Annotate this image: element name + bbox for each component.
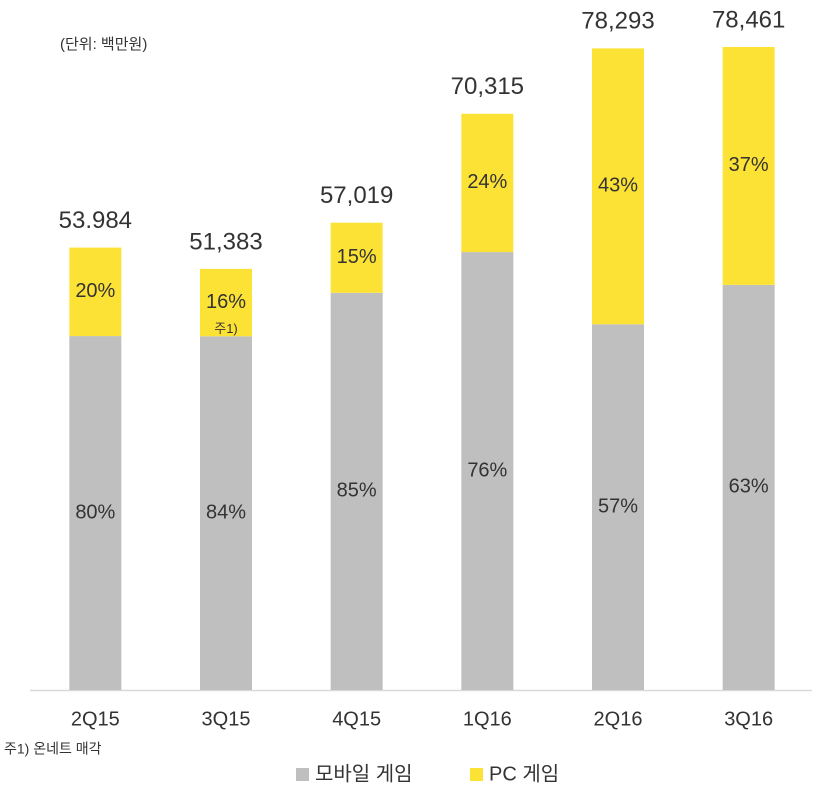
x-tick-label: 3Q15 [202, 708, 251, 730]
segment-label: 37% [729, 154, 769, 176]
total-label: 70,315 [451, 73, 524, 100]
legend-swatch [470, 768, 483, 781]
segment-label: 16% [206, 291, 246, 313]
bar-segment [722, 284, 775, 690]
total-label: 57,019 [320, 182, 393, 209]
segment-label: 80% [75, 501, 115, 523]
segment-label: 57% [598, 495, 638, 517]
bar-segment [722, 47, 775, 285]
segment-label: 76% [467, 459, 507, 481]
bar-segment [69, 247, 122, 337]
segment-label: 20% [75, 280, 115, 302]
footnote: 주1) 온네트 매각 [4, 741, 102, 757]
legend-label: PC 게임 [489, 762, 559, 785]
segment-label: 15% [337, 246, 377, 268]
bar-segment [461, 252, 514, 690]
x-tick-label: 2Q15 [71, 708, 120, 730]
bar-segment [69, 336, 122, 690]
x-tick-label: 3Q16 [724, 708, 773, 730]
segment-label: 43% [598, 175, 638, 197]
bar-segment [592, 324, 644, 690]
x-tick-label: 1Q16 [463, 708, 512, 730]
bar-segment [461, 113, 514, 253]
unit-label: (단위: 백만원) [60, 36, 147, 53]
total-label: 51,383 [189, 228, 262, 255]
bar-segment [330, 292, 383, 690]
legend-swatch [296, 768, 309, 781]
segment-label: 84% [206, 501, 246, 523]
bar-segment [200, 336, 252, 690]
segment-label: 24% [467, 171, 507, 193]
bar-segment [592, 48, 644, 325]
annotation: 주1) [214, 321, 238, 336]
segment-label: 85% [337, 480, 377, 502]
x-tick-label: 2Q16 [594, 708, 643, 730]
bar-segment [330, 222, 383, 293]
legend-label: 모바일 게임 [315, 762, 413, 785]
x-tick-label: 4Q15 [332, 708, 381, 730]
total-label: 53.984 [59, 207, 132, 234]
total-label: 78,461 [712, 6, 785, 33]
total-label: 78,293 [581, 8, 654, 35]
segment-label: 63% [729, 476, 769, 498]
bar-segment [200, 268, 252, 337]
